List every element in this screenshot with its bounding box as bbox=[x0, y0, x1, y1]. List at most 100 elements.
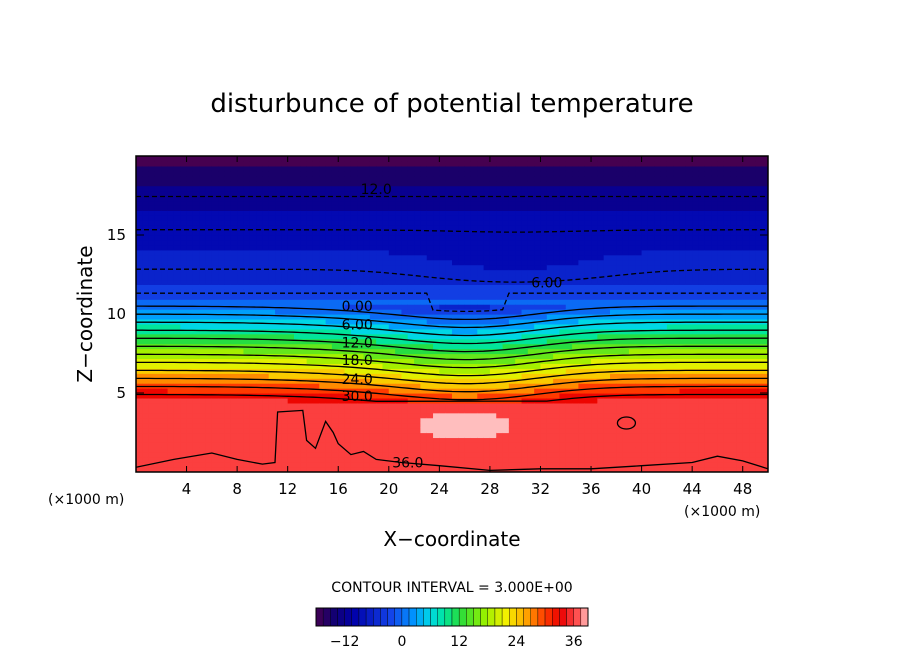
field-cell bbox=[180, 294, 188, 300]
field-cell bbox=[256, 210, 263, 216]
field-cell bbox=[369, 457, 377, 463]
field-cell bbox=[502, 452, 510, 458]
field-cell bbox=[161, 269, 169, 276]
field-cell bbox=[344, 289, 352, 295]
field-cell bbox=[161, 170, 169, 177]
field-cell bbox=[312, 185, 320, 192]
field-cell bbox=[426, 190, 434, 197]
field-cell bbox=[591, 388, 598, 394]
field-cell bbox=[136, 225, 143, 231]
field-cell bbox=[508, 383, 516, 389]
field-cell bbox=[553, 294, 561, 300]
field-cell bbox=[502, 437, 510, 443]
field-cell bbox=[262, 244, 270, 251]
field-cell bbox=[148, 467, 156, 472]
field-cell bbox=[452, 220, 459, 226]
field-cell bbox=[218, 383, 226, 389]
field-cell bbox=[173, 447, 181, 453]
field-cell bbox=[243, 397, 251, 404]
field-cell bbox=[319, 343, 327, 350]
field-cell bbox=[268, 363, 276, 369]
field-cell bbox=[136, 180, 143, 187]
field-cell bbox=[142, 358, 150, 364]
field-cell bbox=[445, 259, 453, 266]
field-cell bbox=[597, 235, 605, 241]
field-cell bbox=[237, 289, 245, 295]
field-cell bbox=[142, 393, 150, 399]
field-cell bbox=[616, 457, 624, 463]
field-cell bbox=[148, 442, 156, 448]
field-cell bbox=[281, 432, 289, 439]
field-cell bbox=[622, 225, 630, 231]
field-cell bbox=[527, 437, 535, 443]
field-cell bbox=[192, 215, 200, 221]
field-cell bbox=[578, 368, 586, 374]
field-cell bbox=[420, 378, 428, 384]
field-cell bbox=[395, 432, 403, 439]
field-cell bbox=[325, 442, 333, 448]
field-cell bbox=[369, 462, 377, 468]
field-cell bbox=[161, 289, 169, 295]
field-cell bbox=[243, 215, 251, 221]
field-cell bbox=[363, 304, 371, 310]
field-cell bbox=[395, 338, 403, 345]
field-cell bbox=[458, 170, 466, 177]
field-cell bbox=[534, 235, 542, 241]
field-cell bbox=[401, 294, 409, 300]
field-cell bbox=[167, 279, 175, 285]
field-cell bbox=[553, 205, 561, 211]
field-cell bbox=[180, 338, 188, 345]
field-cell bbox=[534, 353, 542, 360]
field-cell bbox=[325, 279, 333, 285]
field-cell bbox=[382, 170, 390, 177]
field-cell bbox=[376, 185, 384, 192]
field-cell bbox=[376, 235, 384, 241]
field-cell bbox=[426, 323, 434, 330]
field-cell bbox=[287, 402, 295, 409]
field-cell bbox=[572, 378, 579, 384]
field-cell bbox=[414, 412, 421, 419]
field-cell bbox=[230, 185, 238, 192]
field-cell bbox=[489, 244, 497, 251]
field-cell bbox=[192, 333, 200, 340]
field-cell bbox=[142, 254, 150, 261]
field-cell bbox=[401, 195, 409, 202]
field-cell bbox=[527, 432, 535, 439]
field-cell bbox=[445, 185, 453, 192]
field-cell bbox=[622, 363, 630, 369]
field-cell bbox=[616, 225, 624, 231]
field-cell bbox=[433, 160, 440, 167]
field-cell bbox=[306, 220, 314, 226]
field-cell bbox=[142, 407, 150, 414]
field-cell bbox=[325, 393, 333, 399]
field-cell bbox=[218, 225, 226, 231]
field-cell bbox=[350, 239, 358, 246]
field-cell bbox=[496, 180, 504, 187]
field-cell bbox=[186, 447, 194, 453]
field-cell bbox=[230, 274, 238, 281]
field-cell bbox=[439, 383, 447, 389]
field-cell bbox=[344, 165, 352, 172]
field-cell bbox=[464, 249, 472, 256]
field-cell bbox=[433, 299, 440, 305]
field-cell bbox=[148, 314, 156, 320]
field-cell bbox=[205, 442, 213, 448]
field-cell bbox=[559, 333, 567, 340]
field-cell bbox=[180, 457, 188, 463]
field-cell bbox=[237, 235, 245, 241]
field-cell bbox=[142, 249, 150, 256]
field-cell bbox=[268, 165, 276, 172]
field-cell bbox=[281, 437, 289, 443]
field-cell bbox=[237, 402, 245, 409]
field-cell bbox=[237, 333, 245, 340]
field-cell bbox=[559, 205, 567, 211]
field-cell bbox=[224, 323, 232, 330]
field-cell bbox=[180, 170, 188, 177]
field-cell bbox=[224, 427, 232, 434]
field-cell bbox=[610, 323, 617, 330]
field-cell bbox=[319, 432, 327, 439]
field-cell bbox=[527, 259, 535, 266]
field-cell bbox=[426, 279, 434, 285]
field-cell bbox=[622, 279, 630, 285]
field-cell bbox=[477, 269, 485, 276]
